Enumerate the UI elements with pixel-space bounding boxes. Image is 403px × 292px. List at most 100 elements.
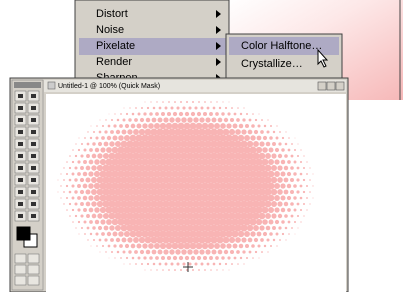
halftone-dot	[109, 213, 116, 220]
halftone-dot	[306, 209, 307, 210]
mode-button[interactable]	[28, 276, 39, 285]
halftone-dot	[300, 221, 301, 222]
tool-icon	[31, 214, 36, 218]
halftone-dot	[309, 191, 311, 193]
tool-icon	[18, 202, 23, 206]
halftone-dot	[262, 159, 269, 166]
halftone-dot	[119, 124, 123, 128]
maximize-button[interactable]	[327, 82, 335, 90]
halftone-dot	[276, 125, 277, 126]
halftone-dot	[239, 124, 244, 129]
halftone-dot	[130, 231, 137, 238]
halftone-dot	[139, 129, 145, 135]
mode-button[interactable]	[15, 276, 26, 285]
tool-icon	[18, 166, 23, 170]
menu-item[interactable]: Pixelate	[96, 40, 135, 52]
minimize-button[interactable]	[318, 82, 326, 90]
halftone-dot	[296, 190, 299, 193]
halftone-dot	[190, 243, 197, 250]
halftone-dot	[84, 233, 86, 235]
halftone-dot	[97, 213, 102, 218]
halftone-dot	[230, 250, 234, 254]
halftone-dot	[90, 233, 92, 235]
submenu-item[interactable]: Color Halftone…	[241, 40, 322, 52]
halftone-dot	[139, 237, 145, 243]
tool-icon	[18, 154, 23, 158]
mode-button[interactable]	[28, 254, 39, 263]
halftone-dot	[131, 244, 136, 249]
foreground-color[interactable]	[17, 227, 30, 240]
menu-item[interactable]: Distort	[96, 8, 128, 20]
halftone-dot	[63, 167, 64, 168]
halftone-dot	[104, 130, 107, 133]
halftone-dot	[226, 123, 231, 128]
halftone-dot	[266, 130, 269, 133]
halftone-dot	[96, 245, 98, 247]
halftone-dot	[278, 214, 282, 218]
tool-icon	[31, 106, 36, 110]
halftone-dot	[113, 232, 118, 237]
halftone-dot	[91, 189, 97, 195]
halftone-dot	[288, 149, 291, 152]
halftone-dot	[197, 112, 201, 116]
halftone-dot	[252, 113, 254, 115]
halftone-dot	[281, 220, 284, 223]
halftone-dot	[209, 256, 213, 260]
halftone-dot	[245, 244, 249, 248]
halftone-dot	[131, 124, 136, 129]
halftone-dot	[271, 189, 277, 195]
halftone-dot	[114, 113, 115, 114]
menu-item[interactable]: Noise	[96, 24, 124, 36]
halftone-dot	[266, 226, 271, 231]
halftone-dot	[157, 249, 162, 254]
halftone-dot	[240, 224, 247, 231]
halftone-dot	[101, 136, 105, 140]
halftone-dot	[80, 214, 83, 217]
tool-icon	[31, 202, 36, 206]
halftone-dot	[287, 172, 291, 176]
halftone-dot	[219, 263, 221, 265]
halftone-dot	[207, 263, 210, 266]
halftone-dot	[74, 178, 77, 181]
halftone-dot	[132, 113, 135, 116]
halftone-dot	[259, 225, 264, 230]
halftone-dot	[182, 106, 185, 109]
halftone-dot	[266, 142, 271, 147]
halftone-dot	[60, 185, 61, 186]
halftone-dot	[227, 256, 230, 259]
halftone-dot	[240, 257, 242, 259]
halftone-dot	[106, 219, 112, 225]
halftone-dot	[109, 114, 110, 115]
halftone-dot	[209, 112, 213, 116]
halftone-dot	[168, 269, 170, 271]
halftone-dot	[78, 137, 79, 138]
mode-button[interactable]	[15, 265, 26, 274]
halftone-dot	[204, 101, 206, 103]
halftone-dot	[109, 141, 114, 146]
halftone-dot	[107, 232, 111, 236]
halftone-dot	[204, 269, 206, 271]
menu-item[interactable]: Render	[96, 56, 132, 68]
submenu-item[interactable]: Crystallize…	[241, 58, 303, 70]
mode-button[interactable]	[15, 254, 26, 263]
halftone-dot	[120, 257, 122, 259]
halftone-dot	[108, 245, 111, 248]
halftone-dot	[303, 215, 304, 216]
halftone-dot	[155, 256, 159, 260]
halftone-dot	[107, 136, 111, 140]
halftone-dot	[287, 208, 291, 212]
halftone-dot	[247, 141, 254, 148]
halftone-dot	[142, 243, 147, 248]
halftone-dot	[239, 244, 244, 249]
mode-button[interactable]	[28, 265, 39, 274]
halftone-dot	[284, 166, 288, 170]
halftone-dot	[288, 233, 290, 235]
page: DistortNoisePixelateRenderSharpen Color …	[0, 0, 403, 292]
halftone-dot	[210, 269, 212, 271]
close-button[interactable]	[336, 82, 344, 90]
halftone-dot	[277, 177, 283, 183]
halftone-dot	[92, 154, 97, 159]
halftone-dot	[87, 131, 88, 132]
halftone-dot	[249, 119, 252, 122]
halftone-dot	[125, 244, 129, 248]
